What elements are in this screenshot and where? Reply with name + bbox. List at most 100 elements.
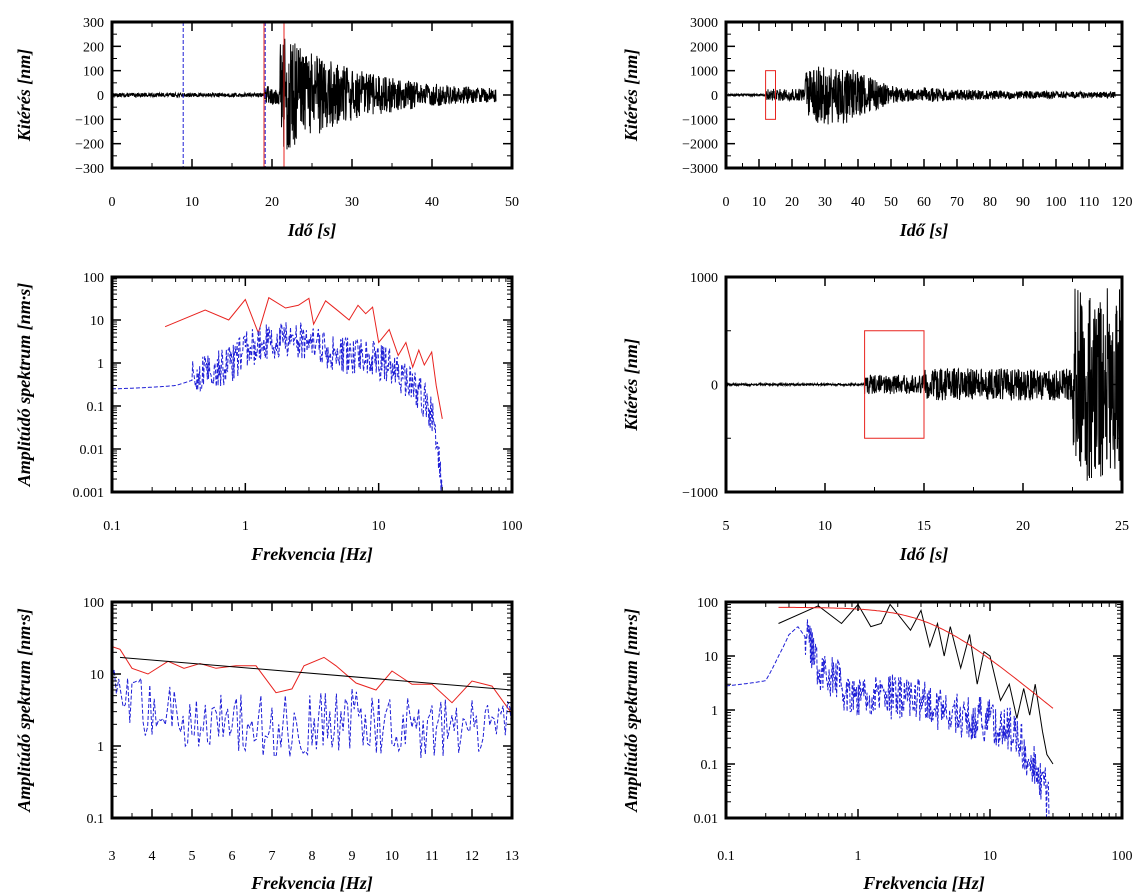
y-tick-label: 3000	[690, 16, 718, 31]
plot-area	[112, 38, 497, 150]
y-tick-label: 0.01	[80, 443, 105, 458]
x-tick-label: 13	[505, 849, 519, 864]
x-tick-label: 20	[265, 195, 279, 210]
x-tick-label: 0	[723, 195, 730, 210]
x-tick-label: 5	[723, 519, 730, 534]
y-tick-label: 0.1	[87, 812, 105, 827]
x-tick-label: 7	[269, 849, 276, 864]
y-axis-title: Kitérés [nm]	[14, 49, 34, 143]
window-box	[765, 70, 776, 120]
series-black-line	[778, 603, 1054, 765]
x-tick-label: 40	[851, 195, 865, 210]
y-tick-label: 2000	[690, 40, 718, 55]
y-tick-label: −3000	[682, 162, 718, 177]
x-tick-label: 15	[917, 519, 931, 534]
x-tick-label: 6	[229, 849, 236, 864]
x-axis-title: Idő [s]	[899, 544, 949, 564]
x-tick-label: 0.1	[717, 849, 735, 864]
y-tick-label: 10	[704, 650, 718, 665]
x-tick-label: 25	[1115, 519, 1129, 534]
plot-area	[112, 296, 443, 492]
x-tick-label: 100	[1112, 849, 1133, 864]
plot-area	[726, 603, 1054, 818]
x-axis-title: Frekvencia [Hz]	[250, 873, 372, 893]
y-tick-label: 0	[711, 379, 718, 394]
series-red-line	[164, 296, 443, 419]
y-tick-label: 10	[90, 314, 104, 329]
plot-area	[726, 66, 1116, 125]
series-black-line	[112, 38, 497, 150]
x-tick-label: 100	[502, 519, 523, 534]
series-red-line	[112, 646, 512, 715]
x-tick-label: 90	[1016, 195, 1030, 210]
x-tick-label: 11	[425, 849, 438, 864]
y-tick-label: 0	[711, 89, 718, 104]
y-axis-title: Amplitúdó spektrum [nm·s]	[14, 608, 34, 813]
series-blue-line	[112, 669, 512, 759]
x-tick-label: 8	[309, 849, 316, 864]
plot-frame	[110, 275, 514, 494]
x-tick-label: 1	[855, 849, 862, 864]
y-tick-label: 300	[83, 16, 104, 31]
y-tick-label: −1000	[682, 113, 718, 128]
x-axis-title: Frekvencia [Hz]	[250, 544, 372, 564]
x-tick-label: 30	[818, 195, 832, 210]
y-tick-label: 100	[83, 596, 104, 611]
x-tick-label: 110	[1079, 195, 1099, 210]
chart-p1: 0 10 20 30 40 50 −300 −200 −100 0 100 200 300 Idő [s]…	[14, 16, 519, 240]
y-axis-title: Kitérés [nm]	[621, 49, 641, 143]
x-axis-title: Idő [s]	[287, 220, 337, 240]
x-tick-label: 20	[785, 195, 799, 210]
x-tick-label: 120	[1112, 195, 1133, 210]
x-tick-label: 10	[818, 519, 832, 534]
y-tick-label: 1	[97, 357, 104, 372]
x-tick-label: 50	[505, 195, 519, 210]
x-tick-label: 50	[884, 195, 898, 210]
x-tick-label: 40	[425, 195, 439, 210]
y-tick-label: −300	[75, 162, 104, 177]
y-tick-label: 0.1	[87, 400, 105, 415]
series-red-line	[778, 606, 1054, 709]
y-tick-label: −2000	[682, 138, 718, 153]
y-tick-label: 100	[83, 271, 104, 286]
x-tick-label: 70	[950, 195, 964, 210]
chart-p6: 0.1 1 10 100 0.01 0.1 1 10 100 Frekvencia [Hz] Amp…	[621, 596, 1133, 893]
x-tick-label: 30	[345, 195, 359, 210]
plot-area	[112, 646, 512, 759]
x-tick-label: 60	[917, 195, 931, 210]
chart-p2: 0 10 20 30 40 50 60 70 80 90 100 110 120 −3000 −2000 −1…	[621, 16, 1133, 240]
x-tick-label: 12	[465, 849, 479, 864]
y-tick-label: 10	[90, 668, 104, 683]
y-tick-label: −1000	[682, 486, 718, 501]
y-tick-label: 1	[711, 704, 718, 719]
x-tick-label: 0	[109, 195, 116, 210]
series-blue-line	[112, 322, 443, 492]
y-tick-label: 200	[83, 40, 104, 55]
x-tick-label: 3	[109, 849, 116, 864]
chart-p4: 5 10 15 20 25 −1000 0 1000 Idő [s] Kitérés [nm]	[621, 271, 1129, 564]
x-tick-label: 10	[752, 195, 766, 210]
x-tick-label: 4	[149, 849, 156, 864]
y-tick-label: −200	[75, 138, 104, 153]
y-tick-label: 0.01	[694, 812, 719, 827]
y-axis-title: Amplitúdó spektrum [nm·s]	[621, 608, 641, 813]
chart-p5: 3 4 5 6 7 8 9 10 11 12 13 0.1 1 10 100 Frekvencia [Hz] A…	[14, 596, 519, 893]
y-tick-label: 1	[97, 740, 104, 755]
y-tick-label: 0.1	[701, 758, 719, 773]
x-tick-label: 0.1	[103, 519, 121, 534]
y-tick-label: 1000	[690, 271, 718, 286]
x-tick-label: 10	[372, 519, 386, 534]
x-tick-label: 9	[349, 849, 356, 864]
chart-p3: 0.1 1 10 100 0.001 0.01 0.1 1 10 100 Frekvencia [H…	[14, 271, 523, 564]
window-box	[864, 330, 925, 439]
series-blue-line	[726, 619, 1050, 818]
y-tick-label: 0	[97, 89, 104, 104]
y-tick-label: −100	[75, 113, 104, 128]
y-axis-title: Kitérés [nm]	[621, 338, 641, 432]
x-tick-label: 10	[185, 195, 199, 210]
series-black-line	[119, 656, 512, 691]
x-tick-label: 10	[983, 849, 997, 864]
y-axis-title: Amplitúdó spektrum [nm·s]	[14, 283, 34, 488]
series-black-line	[726, 66, 1116, 125]
y-tick-label: 0.001	[73, 486, 105, 501]
